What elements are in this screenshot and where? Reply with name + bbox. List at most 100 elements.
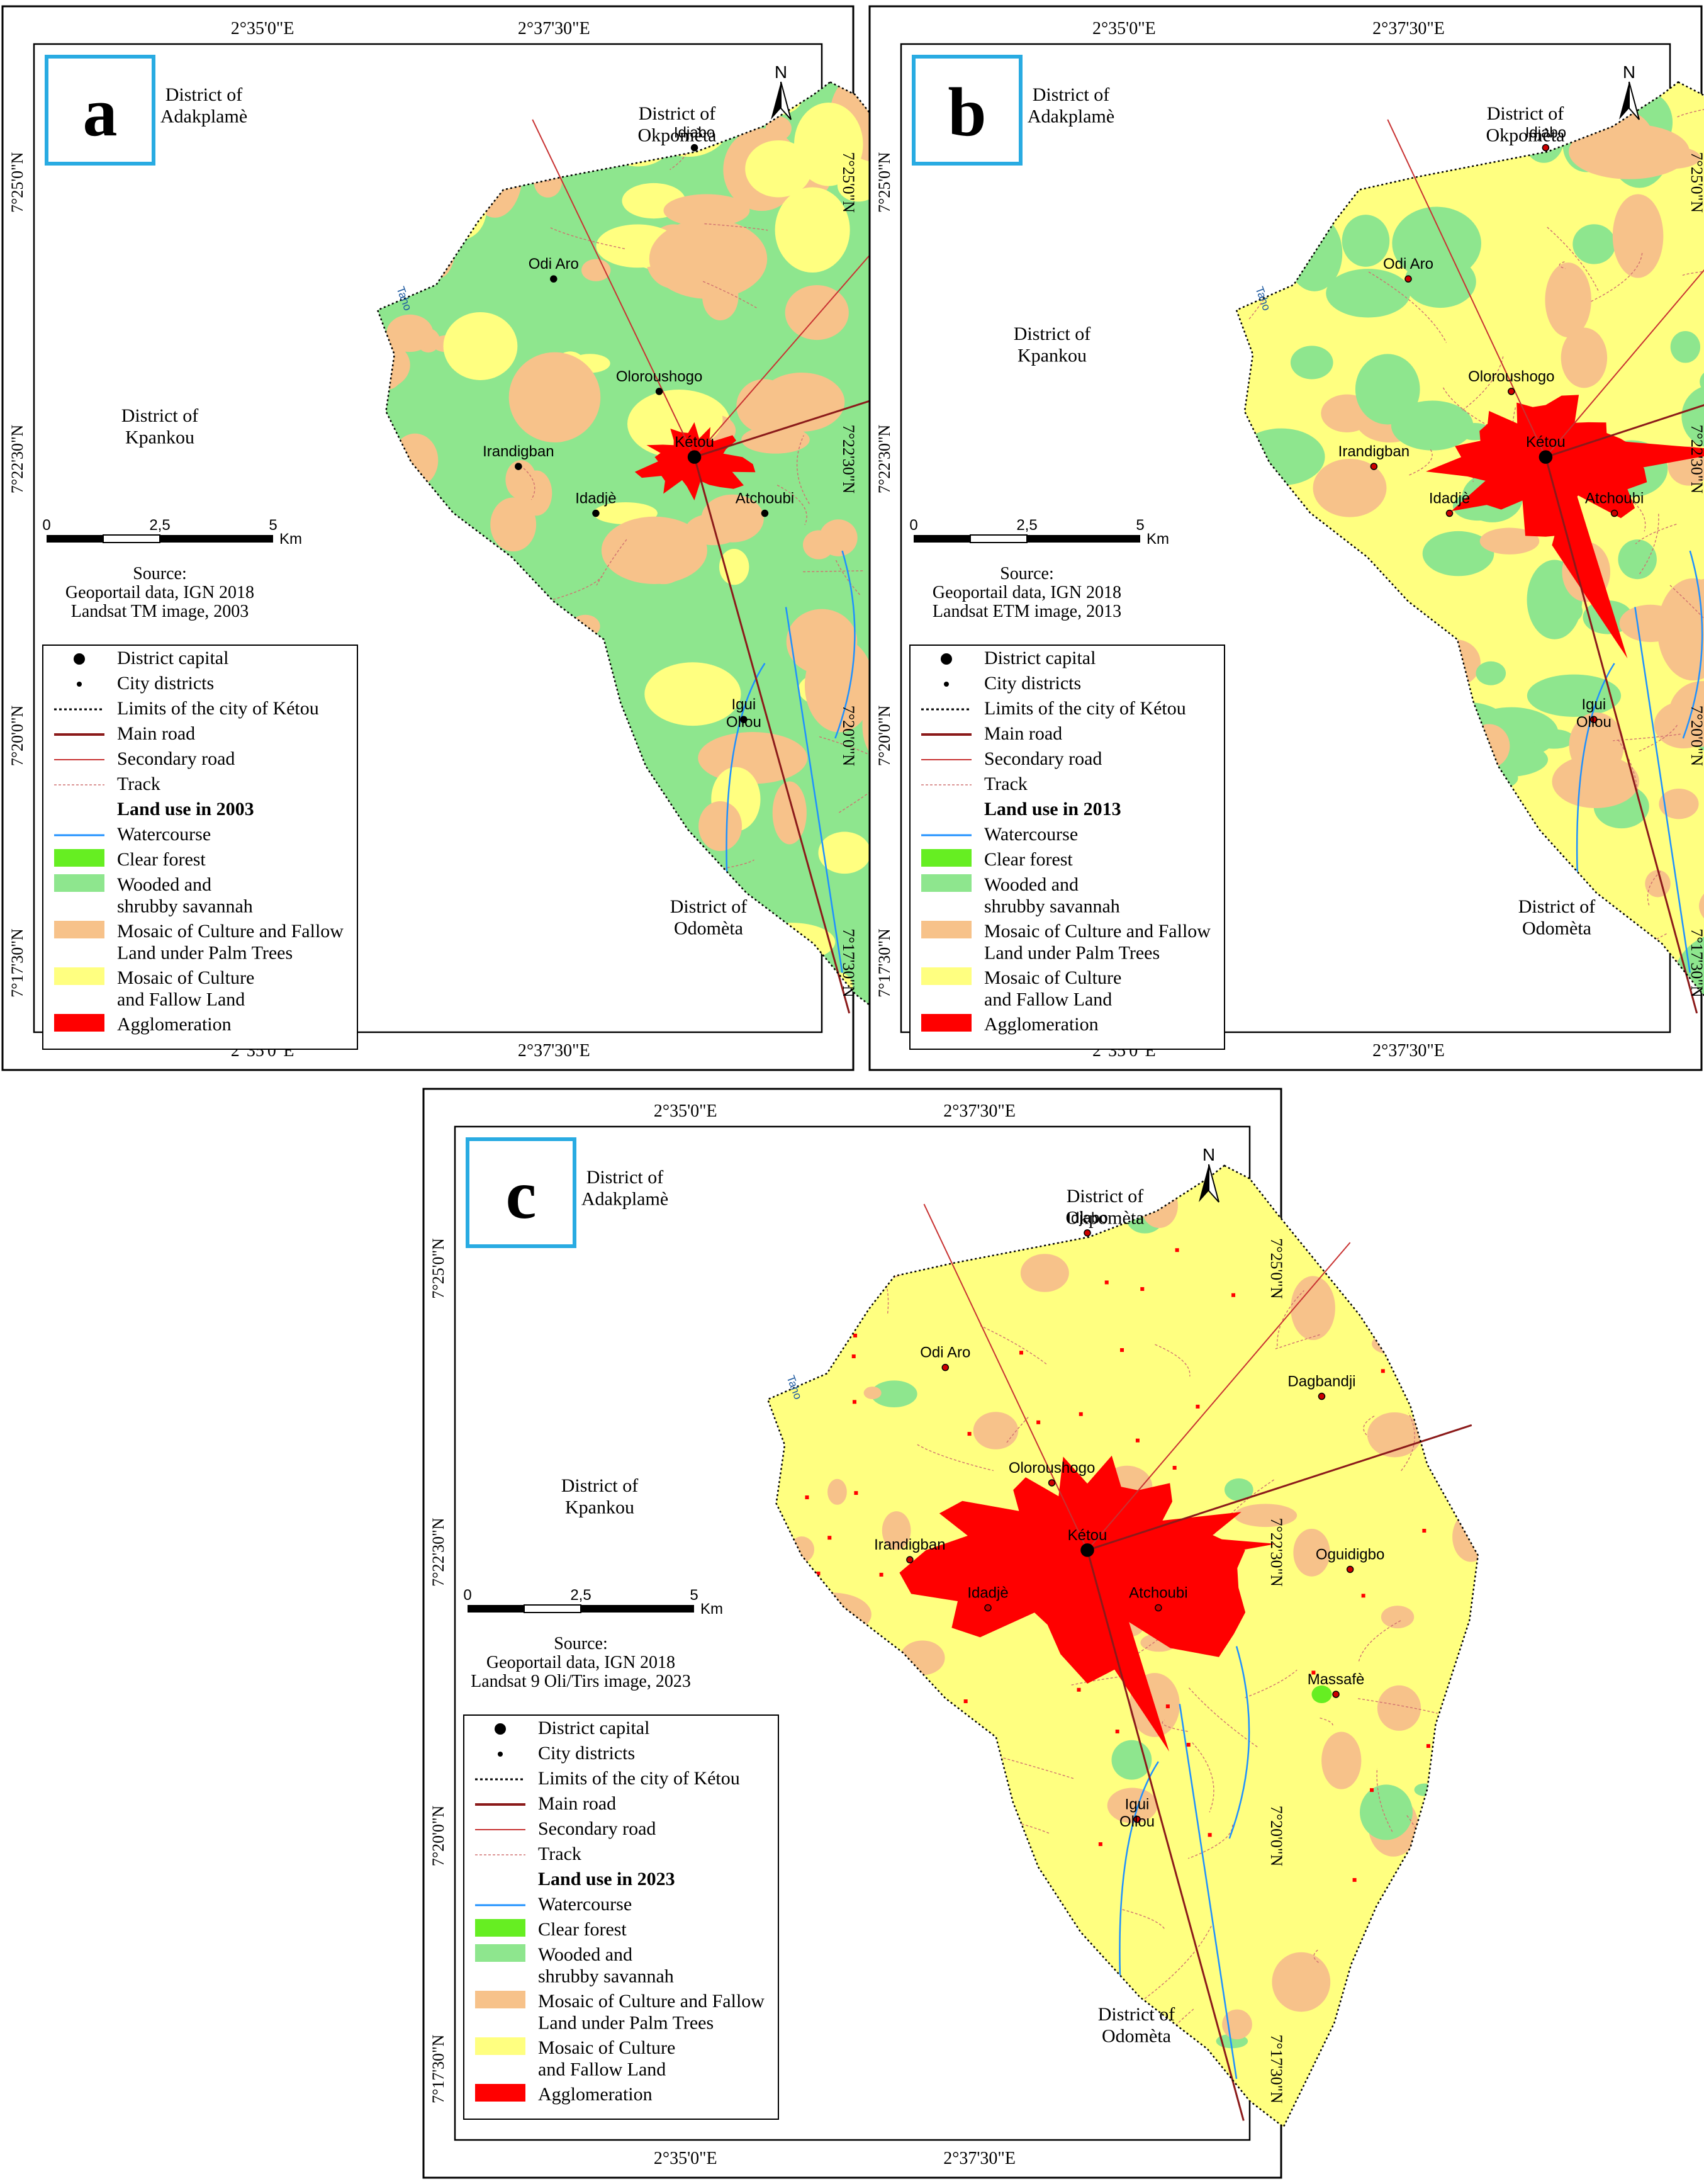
agglomeration-dot [1028, 1520, 1033, 1524]
legend-label: Main road [117, 723, 195, 744]
legend-label: Agglomeration [984, 1014, 1099, 1035]
place-marker [1318, 1392, 1326, 1400]
land-use-patch [490, 497, 537, 552]
land-use-patch [785, 285, 849, 341]
land-use-patch [1107, 1787, 1158, 1823]
left-tick-label: 7°17'30"N [875, 928, 894, 998]
track-line [980, 1325, 1047, 1365]
land-use-patch [794, 102, 863, 186]
secondary-road-ne [1545, 269, 1704, 458]
right-tick-label: 7°25'0"N [1267, 1238, 1286, 1299]
land-use-patch [701, 494, 764, 543]
track-line [993, 1816, 1050, 1834]
legend: District capital City districts Limits of … [463, 1714, 779, 2120]
legend-label: Land use in 2013 [984, 799, 1121, 819]
land-use-patch [698, 801, 743, 852]
left-tick-label: 7°17'30"N [429, 2034, 447, 2103]
land-use-patch [1533, 729, 1575, 749]
legend-label: Clear forest [117, 849, 206, 870]
legend-label: Wooded and shrubby savannah [538, 1944, 674, 1987]
right-tick-label: 7°17'30"N [839, 928, 858, 998]
place-label: Atchoubi [736, 490, 794, 507]
track-line [803, 570, 865, 573]
track-line [1559, 261, 1566, 269]
land-use-patch [1476, 661, 1506, 685]
track-line [796, 435, 810, 504]
track-line [1363, 1416, 1375, 1437]
agglomeration-dot [1079, 1412, 1083, 1416]
legend-label: Limits of the city of Kétou [538, 1768, 740, 1789]
legend-label: Clear forest [538, 1919, 627, 1940]
source-line: Landsat 9 Oli/Tirs image, 2023 [471, 1672, 691, 1691]
legend-label: Watercourse [117, 824, 211, 845]
place-marker [1084, 1229, 1091, 1237]
scale-unit: Km [700, 1601, 723, 1618]
legend-symbol-agglomeration [54, 1014, 104, 1032]
land-use-patch [1479, 527, 1540, 554]
place-label: Idjabo [674, 125, 715, 142]
legend-label: Limits of the city of Kétou [117, 698, 319, 719]
place-marker [1404, 275, 1412, 283]
track-line [1136, 1925, 1212, 2005]
legend-label: Wooded and shrubby savannah [117, 874, 253, 917]
legend-symbol-district [944, 682, 949, 687]
place-marker [941, 1363, 950, 1371]
track-line [1405, 1281, 1426, 1355]
legend-symbol-mosaic-palm [54, 921, 104, 938]
agglomeration-dot [1378, 1911, 1382, 1916]
legend-label: Mosaic of Culture and Fallow Land [538, 2037, 675, 2080]
legend-label: Secondary road [984, 748, 1102, 769]
place-label: Kétou [1526, 434, 1566, 451]
agglomeration-dot [1394, 1919, 1398, 1923]
agglomeration-dot [1421, 2108, 1425, 2113]
watercourse-line [1228, 1646, 1250, 1839]
legend-symbol-mosaic [475, 2037, 525, 2055]
track-line [1245, 1669, 1298, 1698]
place-label: Oloroushogo [1009, 1460, 1095, 1477]
legend-label: City districts [117, 673, 214, 694]
land-use-patch [644, 662, 741, 726]
place-label: Oloroushogo [616, 368, 702, 385]
legend-symbol-clear-forest [54, 849, 104, 867]
agglomeration-dot [851, 1354, 856, 1359]
legend-label: Main road [538, 1793, 616, 1814]
land-use-patch [1364, 2086, 1407, 2119]
track-line [1313, 1949, 1319, 1963]
land-use-patch [1290, 346, 1333, 380]
north-label: N [1623, 62, 1635, 82]
place-marker [740, 716, 748, 723]
bottom-tick-label: 2°37'30"E [943, 2149, 1016, 2168]
source-line: Source: [554, 1634, 608, 1653]
left-tick-label: 7°20'0"N [429, 1806, 447, 1867]
scale-label: 5 [690, 1587, 698, 1604]
place-marker [906, 1556, 914, 1563]
track-line [550, 227, 625, 250]
district-label: District of Kpankou [1014, 324, 1090, 366]
agglomeration-dot [1474, 1783, 1478, 1787]
district-label: District of Okpomèta [638, 103, 717, 146]
source-line: Geoportail data, IGN 2018 [65, 583, 254, 602]
track-line [1677, 106, 1704, 118]
land-use-patch [804, 638, 874, 733]
scale-unit: Km [279, 531, 302, 548]
left-tick-label: 7°20'0"N [8, 706, 26, 767]
legend-label: District capital [984, 648, 1096, 668]
place-marker [550, 275, 558, 283]
agglomeration-dot [967, 1432, 972, 1436]
source-line: Landsat TM image, 2003 [71, 602, 249, 621]
land-use-patch [775, 187, 850, 273]
legend-label: District capital [538, 1718, 649, 1738]
city-limit-outline [766, 1164, 1479, 2129]
place-marker [1346, 1565, 1354, 1573]
track-line [1639, 724, 1678, 752]
agglomeration-dot [1430, 1298, 1435, 1302]
place-label: Odi Aro [529, 256, 579, 273]
place-marker [1445, 509, 1454, 517]
map-panel-c: Idjabo Odi Aro Dagbandji Oloroushogo Irandig… [422, 1088, 1479, 2179]
legend-label: Agglomeration [117, 1014, 232, 1035]
agglomeration-dot [1172, 1466, 1177, 1470]
left-tick-label: 7°22'30"N [429, 1517, 447, 1587]
district-label: District of Kpankou [121, 405, 198, 448]
place-label: Odi Aro [920, 1344, 970, 1361]
legend-symbol-capital [941, 653, 952, 665]
